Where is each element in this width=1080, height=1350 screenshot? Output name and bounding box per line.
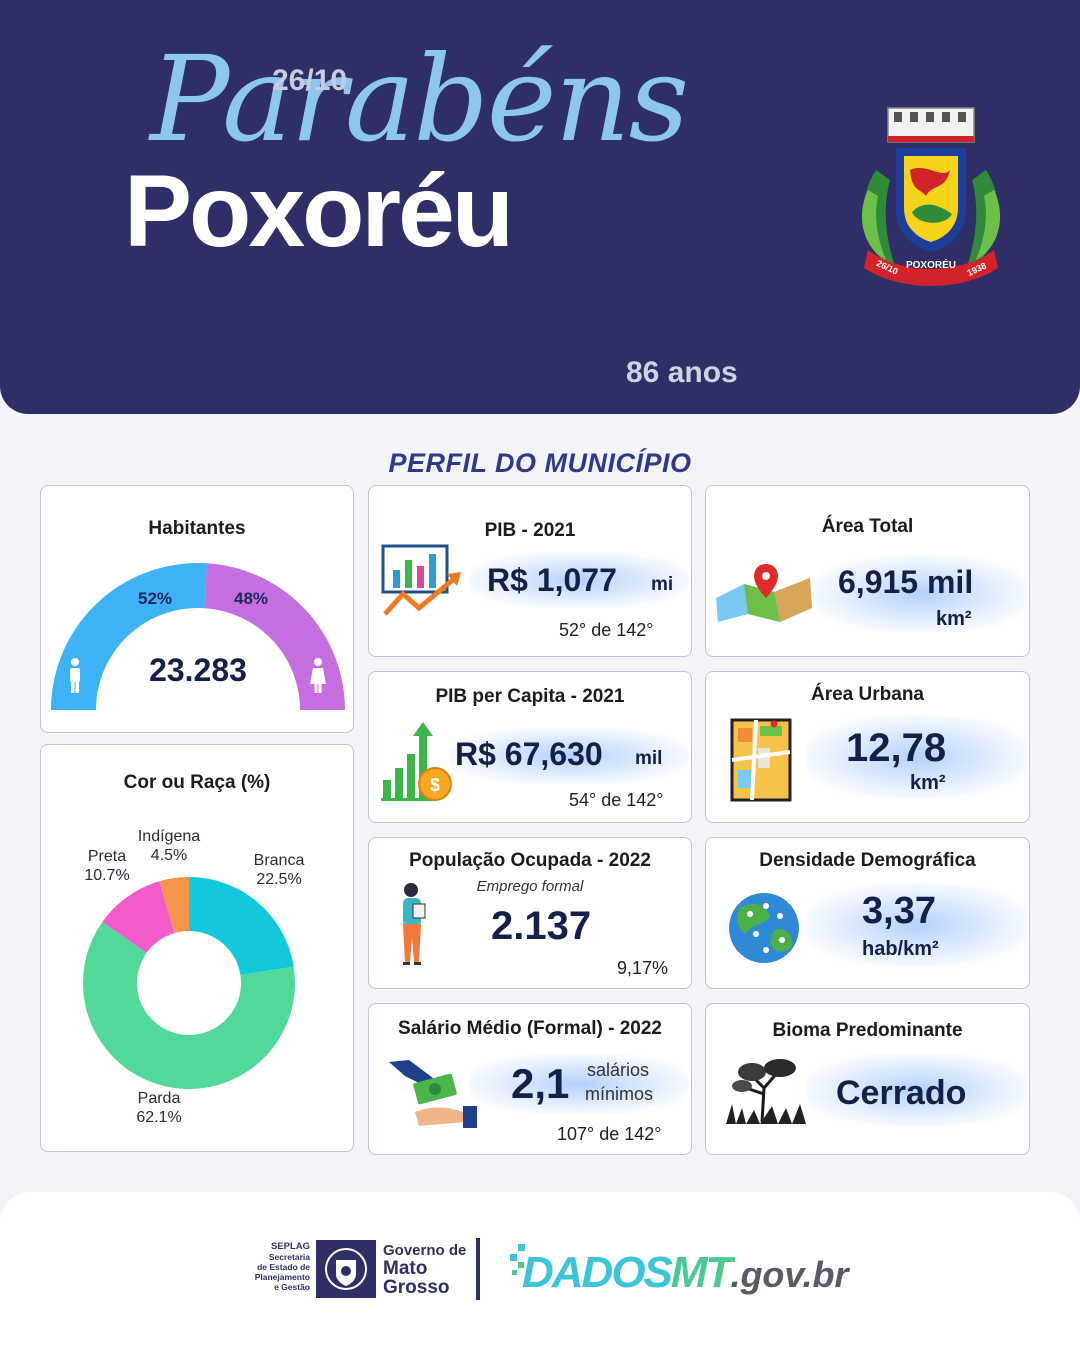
salario-unit-line1: salários <box>587 1060 650 1080</box>
female-percentage: 48% <box>234 589 268 608</box>
worker-person-icon <box>403 883 426 965</box>
pib-title: PIB - 2021 <box>484 520 576 541</box>
area-urbana-card: Área Urbana 12,78 km² <box>705 671 1030 823</box>
pib-per-capita-unit: mil <box>635 748 663 769</box>
raca-slice-parda <box>82 921 295 1089</box>
city-map-icon <box>730 718 792 802</box>
densidade-card: Densidade Demográfica 3,37 hab/km² <box>705 837 1030 989</box>
populacao-title: População Ocupada - 2022 <box>409 850 651 871</box>
area-total-title: Área Total <box>821 516 914 537</box>
salario-value: 2,1 <box>511 1060 570 1107</box>
populacao-value: 2.137 <box>491 904 592 948</box>
gauge-female-segment <box>204 563 345 710</box>
growth-coin-icon: $ <box>381 722 452 801</box>
populacao-subtitle: Emprego formal <box>476 878 584 895</box>
female-icon <box>310 658 326 693</box>
pib-rank: 52° de 142° <box>559 620 654 640</box>
raca-value-branca: 22.5% <box>256 871 301 888</box>
raca-slice-branca <box>189 877 294 976</box>
raca-label-indígena: Indígena <box>138 828 200 845</box>
habitantes-title: Habitantes <box>148 518 246 539</box>
populacao-card: População Ocupada - 2022 Emprego formal … <box>368 837 692 989</box>
densidade-unit: hab/km² <box>862 938 939 960</box>
populacao-rank: 9,17% <box>617 958 669 978</box>
bar-chart-growth-icon <box>381 544 461 616</box>
coat-of-arms-icon: POXORÉU 26/10 1938 <box>861 107 1001 286</box>
section-title: PERFIL DO MUNICÍPIO <box>388 448 692 478</box>
gender-gauge: 52% 48% <box>51 563 345 710</box>
pib-per-capita-title: PIB per Capita - 2021 <box>435 686 625 707</box>
raca-value-parda: 62.1% <box>136 1109 181 1126</box>
salario-rank: 107° de 142° <box>557 1124 662 1144</box>
cerrado-tree-icon <box>726 1059 806 1124</box>
svg-text:$: $ <box>430 775 440 795</box>
raca-label-preta: Preta <box>88 848 126 865</box>
habitantes-card: Habitantes 52% 48% 23.283 <box>40 485 354 733</box>
habitantes-value: 23.283 <box>149 652 247 688</box>
pib-per-capita-card: PIB per Capita - 2021 $ R$ 67,630 mil 54… <box>368 671 692 823</box>
area-urbana-title: Área Urbana <box>811 684 924 705</box>
raca-value-indígena: 4.5% <box>151 847 187 864</box>
area-urbana-value: 12,78 <box>846 726 947 770</box>
globe-population-icon <box>729 893 799 963</box>
map-pin-icon <box>716 564 812 622</box>
anniversary-date: 26/10 <box>272 64 348 97</box>
dadosmt-logo: DADOSMT.gov.br <box>522 1248 849 1297</box>
pib-value: R$ 1,077 <box>487 562 617 598</box>
footer <box>0 1192 1080 1350</box>
raca-card: Cor ou Raça (%) Branca 22.5% Parda 62.1% Pre… <box>40 744 354 1152</box>
densidade-value: 3,37 <box>862 890 936 932</box>
city-name: Poxoréu <box>124 154 514 268</box>
pib-per-capita-rank: 54° de 142° <box>569 790 664 810</box>
footer-divider <box>476 1238 480 1300</box>
male-percentage: 52% <box>138 589 172 608</box>
government-seal-icon <box>316 1240 376 1298</box>
congrats-script-title: Parabéns <box>150 30 689 168</box>
male-icon <box>70 658 80 693</box>
raca-value-preta: 10.7% <box>84 867 129 884</box>
raca-slice-preta <box>102 881 175 954</box>
area-total-card: Área Total 6,915 mil km² <box>705 485 1030 657</box>
seplag-text: SEPLAG Secretaria de Estado de Planejame… <box>254 1241 310 1293</box>
bioma-card: Bioma Predominante Cerrado <box>705 1003 1030 1155</box>
densidade-title: Densidade Demográfica <box>759 850 976 871</box>
area-total-unit: km² <box>936 608 972 630</box>
years-label: 86 anos <box>626 356 738 389</box>
money-hands-icon <box>389 1060 477 1128</box>
raca-label-parda: Parda <box>138 1090 181 1107</box>
government-name: Governo de Mato Grosso <box>383 1242 467 1298</box>
header-banner: Parabéns 26/10 Poxoréu 86 anos POXORÉU 2… <box>0 0 1080 414</box>
pib-card: PIB - 2021 R$ 1,077 mi 52° de 142° <box>368 485 692 657</box>
salario-card: Salário Médio (Formal) - 2022 2,1 salári… <box>368 1003 692 1155</box>
raca-label-branca: Branca <box>254 852 305 869</box>
salario-title: Salário Médio (Formal) - 2022 <box>398 1018 662 1039</box>
pib-unit: mi <box>651 574 674 595</box>
dados-pixel-icon <box>510 1244 525 1275</box>
raca-slice-indígena <box>159 877 189 934</box>
salario-unit-line2: mínimos <box>585 1084 654 1104</box>
bioma-value: Cerrado <box>836 1074 967 1112</box>
gauge-male-segment <box>51 563 208 710</box>
area-urbana-unit: km² <box>910 772 946 794</box>
area-total-value: 6,915 mil <box>838 564 974 600</box>
pib-per-capita-value: R$ 67,630 <box>455 736 603 772</box>
raca-title: Cor ou Raça (%) <box>123 772 271 793</box>
bioma-title: Bioma Predominante <box>772 1020 963 1041</box>
coat-name: POXORÉU <box>906 258 956 271</box>
raca-donut-chart: Branca 22.5% Parda 62.1% Preta 10.7% Indígena 4… <box>82 828 305 1126</box>
